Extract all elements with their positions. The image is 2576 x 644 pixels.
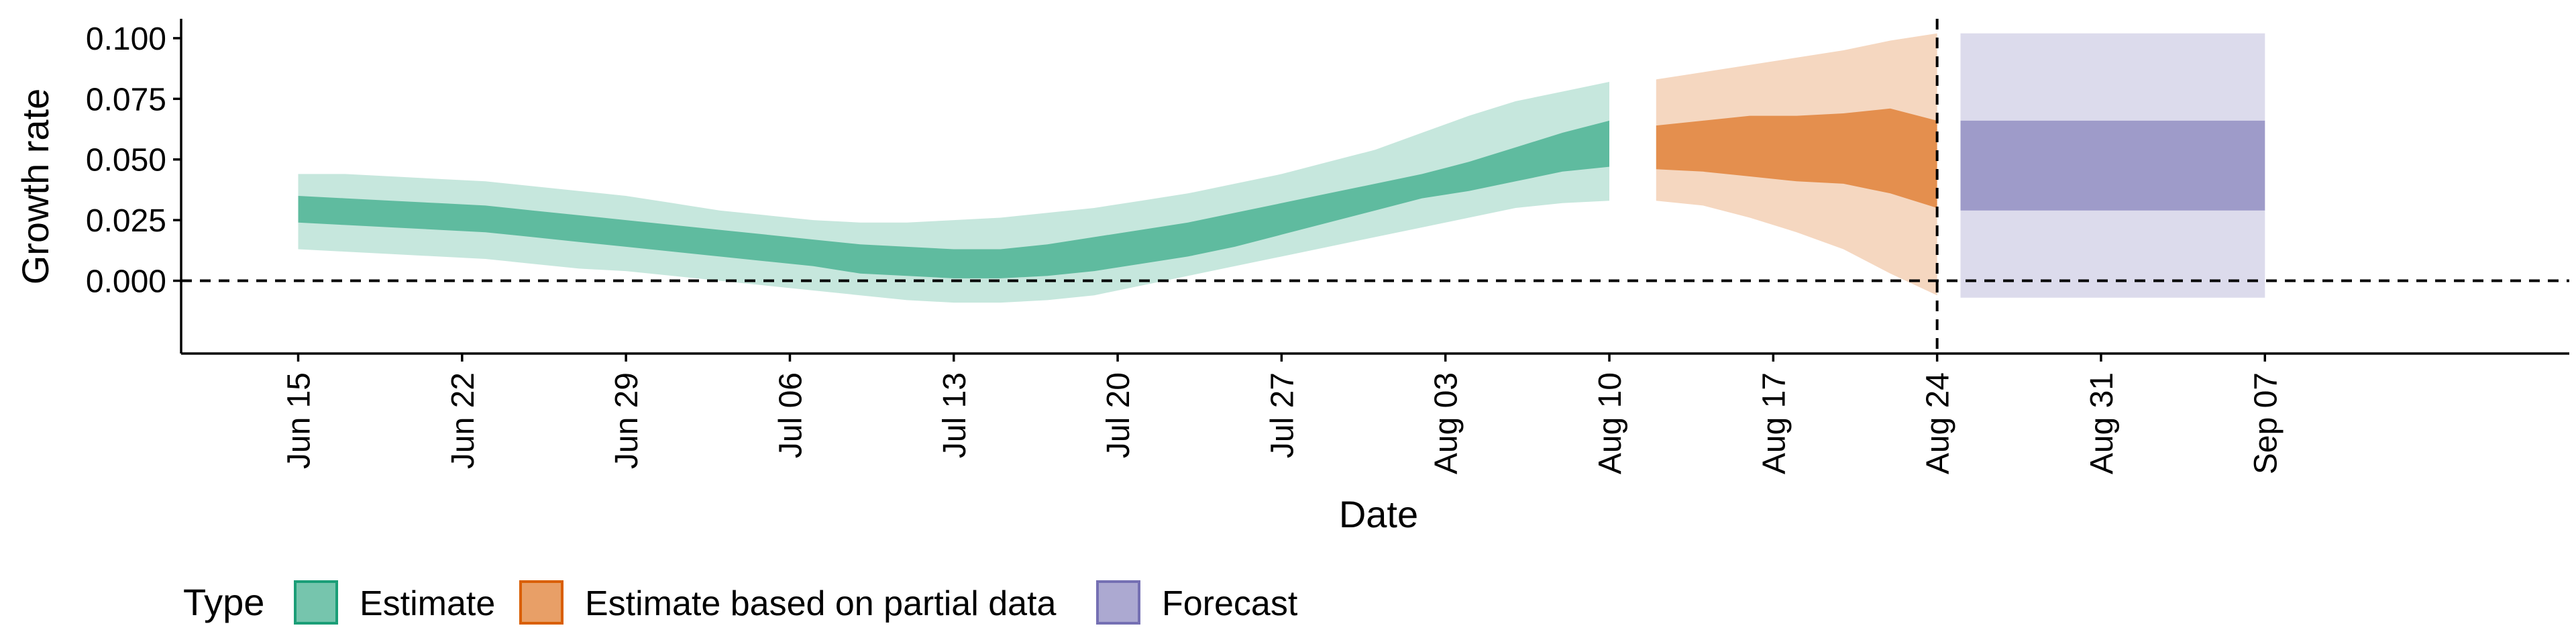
x-tick-label: Aug 24 bbox=[1921, 372, 1956, 474]
y-tick-label: 0.025 bbox=[86, 203, 166, 239]
x-axis-title: Date bbox=[1339, 493, 1418, 535]
axes-layer: 0.000 0.025 0.050 0.075 0.100 Jun 15 Jun 22 Jun… bbox=[86, 19, 2569, 474]
legend-key-estimate bbox=[294, 580, 338, 625]
reference-line-layer bbox=[181, 19, 2569, 354]
x-tick-label: Aug 03 bbox=[1429, 372, 1464, 474]
x-tick-label: Aug 17 bbox=[1756, 372, 1792, 474]
x-tick-label: Jun 29 bbox=[609, 372, 645, 469]
y-tick-label: 0.075 bbox=[86, 82, 166, 117]
estimate-inner-band bbox=[298, 120, 1609, 278]
x-tick-label: Jul 20 bbox=[1101, 372, 1136, 458]
x-tick-label: Jun 22 bbox=[445, 372, 481, 469]
legend-key-estimate-based-on-partial-data bbox=[519, 580, 564, 625]
y-tick-label: 0.100 bbox=[86, 21, 166, 57]
y-tick-label: 0.050 bbox=[86, 143, 166, 178]
x-tick-label: Jun 15 bbox=[282, 372, 317, 469]
x-tick-label: Aug 10 bbox=[1593, 372, 1628, 474]
y-tick-label: 0.000 bbox=[86, 264, 166, 300]
legend-key-forecast bbox=[1096, 580, 1140, 625]
x-tick-label: Jul 27 bbox=[1265, 372, 1300, 458]
legend-label-estimate: Estimate bbox=[360, 584, 495, 623]
x-tick-label: Jul 06 bbox=[773, 372, 809, 458]
estimate-based-on-partial-data-inner-band bbox=[1656, 108, 1937, 208]
legend-title: Type bbox=[183, 581, 264, 623]
forecast-inner-band bbox=[1960, 120, 2265, 211]
legend-label-forecast: Forecast bbox=[1162, 584, 1298, 623]
estimate-outer-band bbox=[298, 82, 1609, 303]
ribbon-layer bbox=[298, 33, 2265, 303]
y-axis-title: Growth rate bbox=[14, 89, 56, 285]
x-tick-label: Sep 07 bbox=[2248, 372, 2284, 474]
legend-label-estimate-based-on-partial-data: Estimate based on partial data bbox=[585, 584, 1057, 623]
x-tick-label: Aug 31 bbox=[2084, 372, 2120, 474]
legend: Type Estimate Estimate based on partial d… bbox=[183, 580, 1298, 625]
x-tick-label: Jul 13 bbox=[937, 372, 973, 458]
